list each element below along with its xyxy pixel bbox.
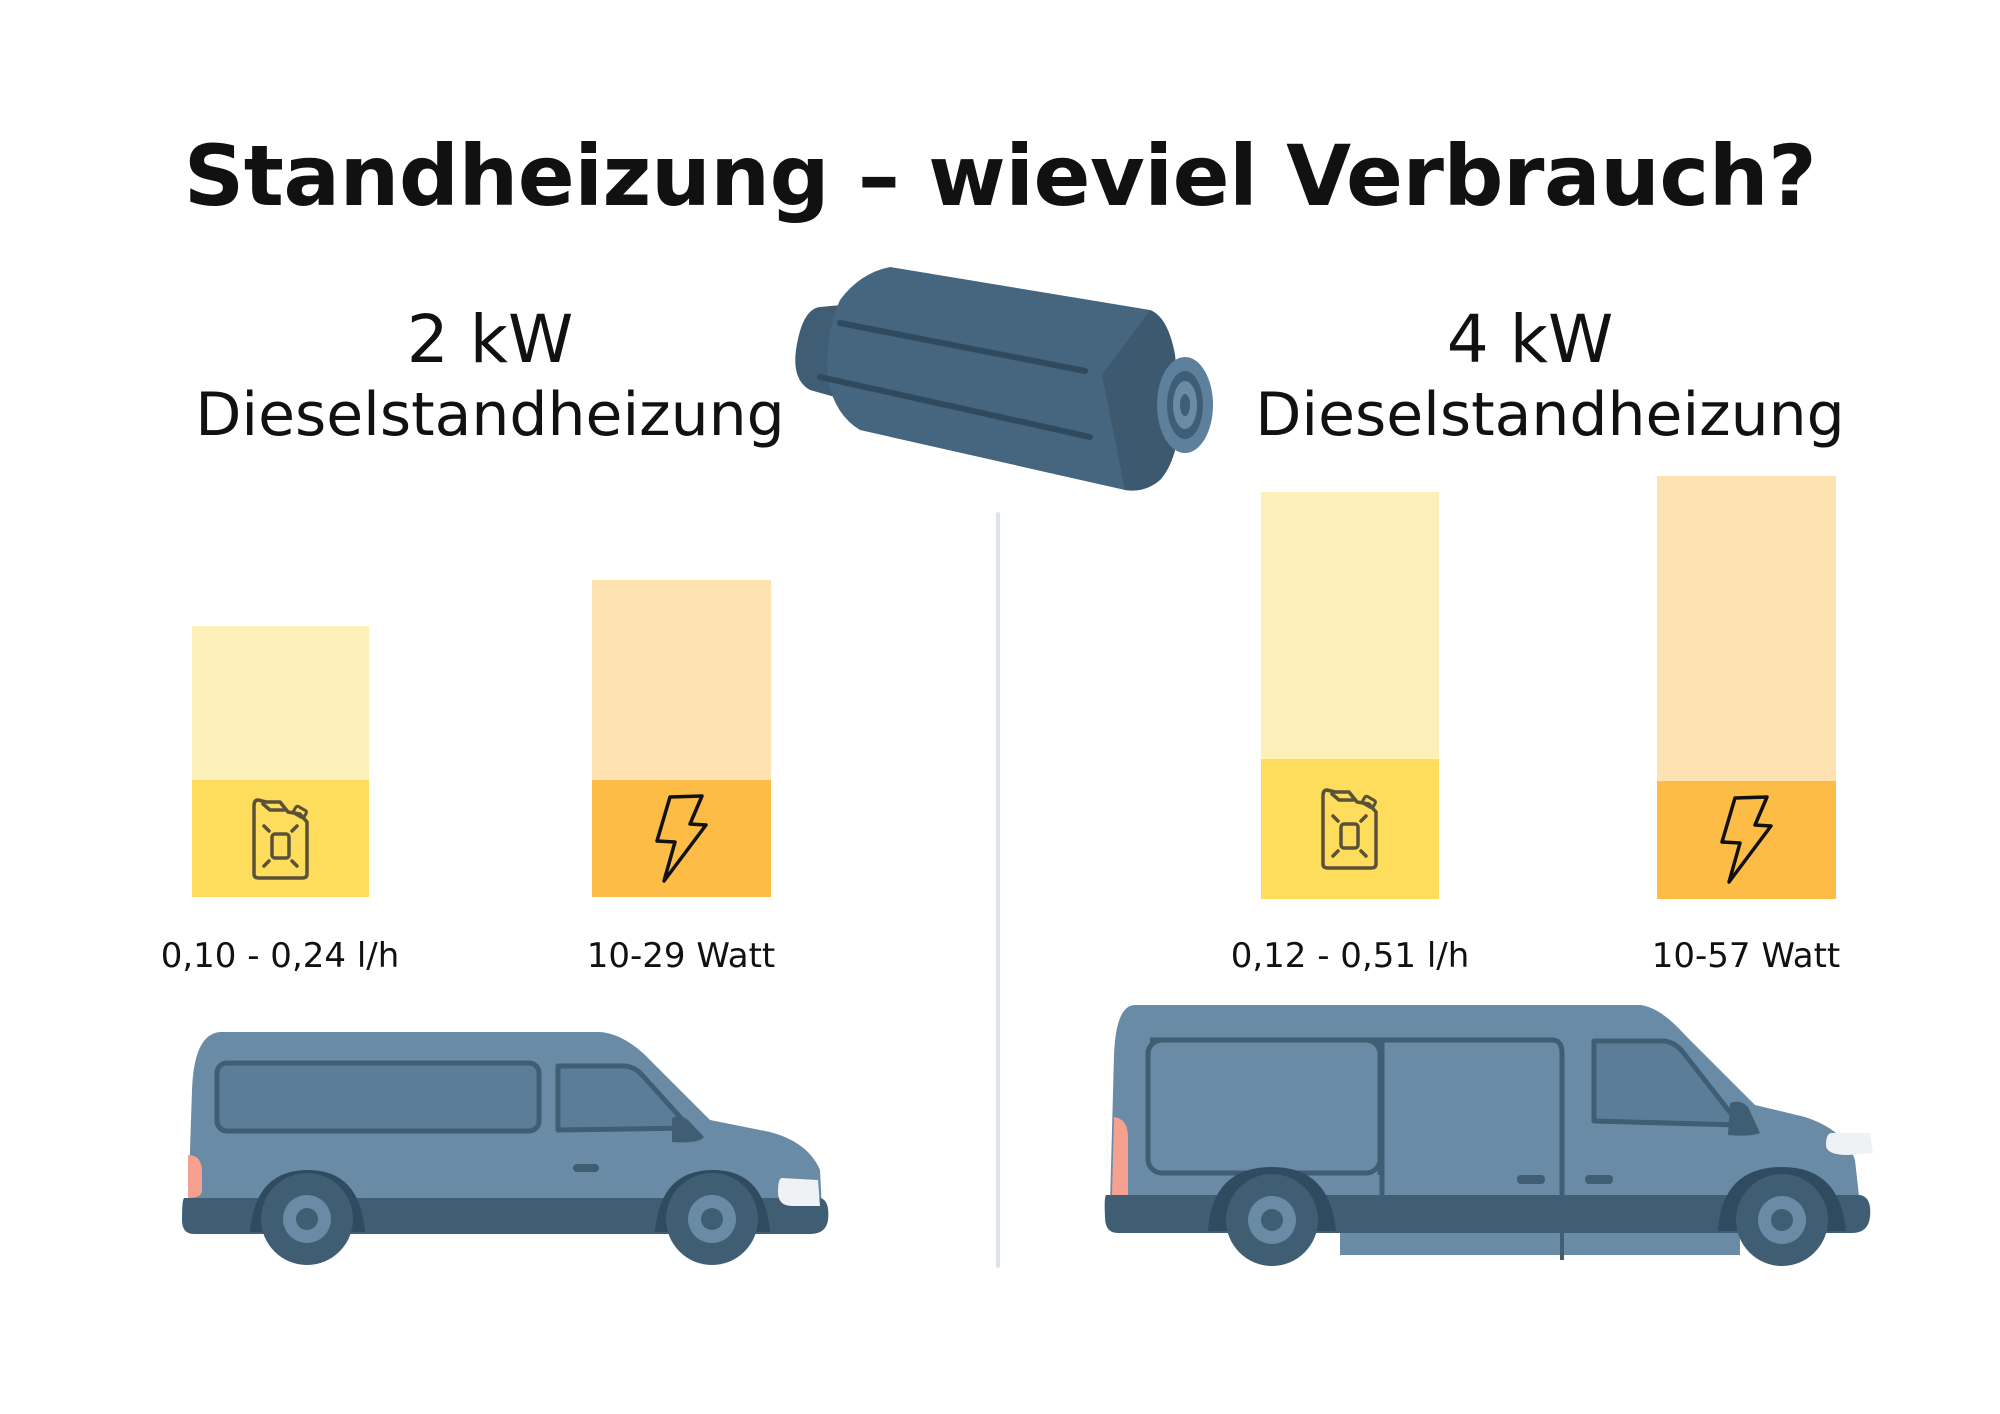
section-divider (996, 512, 1000, 1268)
jerrycan-icon (1321, 788, 1378, 870)
label-4kw-electric: 10-57 Watt (1651, 936, 1841, 976)
label-2kw-diesel: 0,10 - 0,24 l/h (160, 936, 400, 976)
left-heater-name: Dieselstandheizung (195, 380, 785, 450)
large-van-illustration (1100, 995, 1890, 1275)
left-power-heading: 2 kW (406, 301, 574, 378)
lightning-bolt-icon (654, 793, 708, 883)
label-2kw-electric: 10-29 Watt (586, 936, 776, 976)
bar-2kw-electric (592, 580, 771, 897)
label-4kw-diesel: 0,12 - 0,51 l/h (1230, 936, 1470, 976)
bar-4kw-electric (1657, 476, 1836, 899)
bar-base-segment (1261, 757, 1439, 899)
right-heater-name: Dieselstandheizung (1255, 380, 1845, 450)
bar-range-segment (1261, 492, 1439, 757)
bar-range-segment (192, 626, 369, 778)
van-icon (182, 1032, 829, 1265)
bar-base-segment (592, 778, 771, 897)
bar-4kw-diesel (1261, 492, 1439, 899)
bar-range-segment (1657, 476, 1836, 779)
van-icon (1104, 1005, 1873, 1266)
lightning-bolt-icon (1719, 795, 1773, 884)
diesel-heater-illustration (780, 255, 1220, 500)
bar-base-segment (1657, 779, 1836, 899)
heater-icon (795, 267, 1213, 491)
page-title: Standheizung – wieviel Verbrauch? (183, 127, 1817, 225)
jerrycan-icon (251, 797, 309, 880)
bar-base-segment (192, 778, 369, 897)
bar-2kw-diesel (192, 626, 369, 897)
right-power-heading: 4 kW (1446, 301, 1614, 378)
bar-range-segment (592, 580, 771, 778)
small-van-illustration (180, 1020, 830, 1275)
